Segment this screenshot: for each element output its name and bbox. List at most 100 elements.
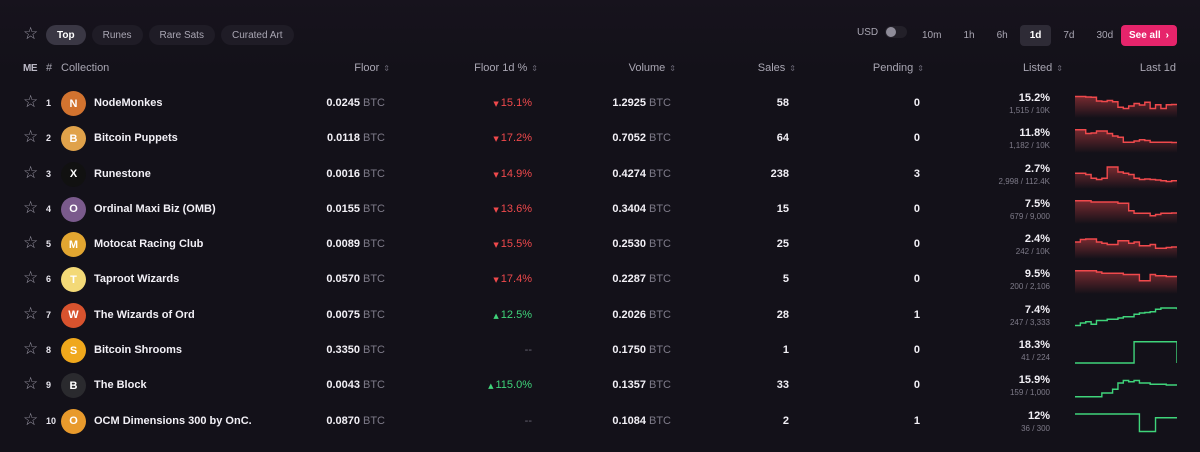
sales-count: 2 — [782, 414, 789, 427]
collection-name[interactable]: Bitcoin Shrooms — [94, 344, 183, 357]
volume-unit: BTC — [649, 273, 671, 286]
floor-unit: BTC — [363, 273, 385, 286]
table-row[interactable]: ☆ 8 S Bitcoin Shrooms 0.3350 BTC -- 0.1750 BTC 1 0… — [0, 333, 1200, 368]
sparkline-area — [1075, 96, 1177, 118]
table-row[interactable]: ☆ 3 X Runestone 0.0016 BTC ▼ 14.9% 0.4274 BTC 238 3… — [0, 157, 1200, 192]
avatar-letter: O — [69, 203, 78, 216]
table-row[interactable]: ☆ 4 O Ordinal Maxi Biz (OMB) 0.0155 BTC ▼ 13.6%… — [0, 192, 1200, 227]
sparkline-line — [1075, 165, 1177, 182]
period-1d[interactable]: 1d — [1019, 25, 1052, 46]
table-row[interactable]: ☆ 5 M Motocat Racing Club 0.0089 BTC ▼ 15.5% 0.2… — [0, 227, 1200, 262]
favorite-star-icon[interactable]: ☆ — [23, 303, 39, 324]
favorite-star-icon[interactable]: ☆ — [23, 409, 39, 430]
tab-runes[interactable]: Runes — [91, 25, 143, 45]
sales-header[interactable]: Sales ⇕ — [757, 62, 796, 74]
sparkline-area — [1075, 130, 1177, 154]
collection-name[interactable]: OCM Dimensions 300 by OnC... — [94, 414, 252, 427]
rank: 8 — [46, 345, 52, 356]
period-7d[interactable]: 7d — [1063, 30, 1075, 41]
pending-header[interactable]: Pending ⇕ — [872, 62, 924, 74]
collection-name[interactable]: The Block — [94, 379, 147, 392]
favorite-star-icon[interactable]: ☆ — [23, 127, 39, 148]
floor-change-header[interactable]: Floor 1d % ⇕ — [474, 62, 538, 74]
rank-header: # — [46, 62, 53, 74]
period-selector: 10m 1h 6h 1d 7d 30d — [912, 25, 1123, 46]
floor-change: ▲ 12.5% — [493, 308, 532, 321]
volume-unit: BTC — [649, 414, 671, 427]
tab-top[interactable]: Top — [46, 25, 86, 45]
favorite-star-icon[interactable]: ☆ — [23, 339, 39, 360]
last-1d-header: Last 1d — [1139, 62, 1176, 74]
sales-count: 25 — [776, 238, 789, 251]
period-30d[interactable]: 30d — [1096, 30, 1114, 41]
avatar: T — [61, 267, 86, 293]
favorite-star-icon[interactable]: ☆ — [23, 92, 39, 112]
listed-header[interactable]: Listed ⇕ — [1022, 62, 1063, 74]
floor-header[interactable]: Floor ⇕ — [354, 62, 390, 74]
table-row[interactable]: ☆ 7 W The Wizards of Ord 0.0075 BTC ▲ 12.5% 0.20… — [0, 298, 1200, 333]
sparkline-chart — [1075, 199, 1177, 224]
volume-header[interactable]: Volume ⇕ — [628, 62, 676, 74]
tab-curated-art[interactable]: Curated Art — [220, 25, 294, 45]
collection-name[interactable]: The Wizards of Ord — [94, 308, 195, 321]
collection-name[interactable]: Runestone — [94, 167, 151, 180]
floor-value: 0.0089 BTC — [326, 238, 385, 251]
pending-count: 0 — [913, 238, 920, 251]
favorite-star-icon[interactable]: ☆ — [23, 233, 39, 254]
floor-value: 0.0870 BTC — [326, 414, 385, 427]
sparkline-chart — [1075, 95, 1177, 118]
sparkline-chart — [1075, 270, 1177, 295]
listed-percent: 15.9% — [1018, 374, 1050, 387]
sparkline-line — [1075, 95, 1177, 110]
favorites-star-icon[interactable]: ☆ — [23, 24, 39, 44]
collection-name[interactable]: Taproot Wizards — [94, 273, 180, 286]
favorite-star-icon[interactable]: ☆ — [23, 374, 39, 395]
table-row[interactable]: ☆ 2 B Bitcoin Puppets 0.0118 BTC ▼ 17.2% 0.7052 B… — [0, 121, 1200, 156]
collection-name[interactable]: Ordinal Maxi Biz (OMB) — [94, 202, 216, 215]
favorite-star-icon[interactable]: ☆ — [23, 162, 39, 183]
listed-percent: 2.4% — [1024, 233, 1050, 246]
avatar-letter: B — [69, 379, 78, 392]
rank: 7 — [46, 309, 52, 320]
table-row[interactable]: ☆ 1 N NodeMonkes 0.0245 BTC ▼ 15.1% 1.2925 BTC 58 0… — [0, 86, 1200, 121]
collection-name[interactable]: NodeMonkes — [94, 97, 163, 109]
tab-rare-sats[interactable]: Rare Sats — [148, 25, 215, 45]
avatar: O — [61, 196, 86, 222]
listed-count: 679 / 9,000 — [1009, 211, 1050, 221]
collection-name[interactable]: Motocat Racing Club — [94, 238, 204, 251]
floor-unit: BTC — [363, 167, 385, 180]
listed-percent: 12% — [1027, 409, 1050, 422]
favorite-star-icon[interactable]: ☆ — [23, 268, 39, 289]
table-row[interactable]: ☆ 9 B The Block 0.0043 BTC ▲ 115.0% 0.1357 BTC 33 0… — [0, 368, 1200, 403]
volume-value: 0.2026 BTC — [612, 308, 671, 321]
volume-value: 1.2925 BTC — [612, 97, 671, 109]
avatar-letter: M — [68, 238, 79, 251]
floor-value: 0.3350 BTC — [326, 344, 385, 357]
favorite-star-icon[interactable]: ☆ — [23, 197, 39, 218]
floor-unit: BTC — [363, 132, 385, 145]
sales-count: 64 — [776, 132, 789, 145]
sparkline-area — [1075, 271, 1177, 295]
avatar: S — [61, 338, 86, 364]
currency-toggle[interactable] — [885, 26, 908, 38]
see-all-button[interactable]: See all › — [1121, 25, 1177, 46]
volume-value: 0.1357 BTC — [612, 379, 671, 392]
period-1h[interactable]: 1h — [963, 30, 975, 41]
avatar: M — [61, 232, 86, 258]
sort-icon: ⇕ — [383, 63, 390, 73]
floor-change: -- — [524, 344, 532, 357]
collection-name[interactable]: Bitcoin Puppets — [94, 132, 178, 145]
floor-unit: BTC — [363, 97, 385, 109]
table-row[interactable]: ☆ 10 O OCM Dimensions 300 by OnC... 0.0870 BT… — [0, 404, 1200, 439]
listed-count: 159 / 1,000 — [1009, 388, 1050, 398]
chevron-right-icon: › — [1165, 30, 1170, 41]
table-row[interactable]: ☆ 6 T Taproot Wizards 0.0570 BTC ▼ 17.4% 0.2287 B… — [0, 262, 1200, 297]
rank: 4 — [46, 203, 52, 214]
sales-count: 1 — [782, 344, 789, 357]
floor-value: 0.0118 BTC — [326, 132, 385, 145]
sparkline-area — [1075, 200, 1177, 224]
period-6h[interactable]: 6h — [996, 30, 1008, 41]
period-10m[interactable]: 10m — [922, 30, 942, 41]
floor-change: ▼ 13.6% — [493, 202, 532, 215]
floor-value: 0.0570 BTC — [326, 273, 385, 286]
